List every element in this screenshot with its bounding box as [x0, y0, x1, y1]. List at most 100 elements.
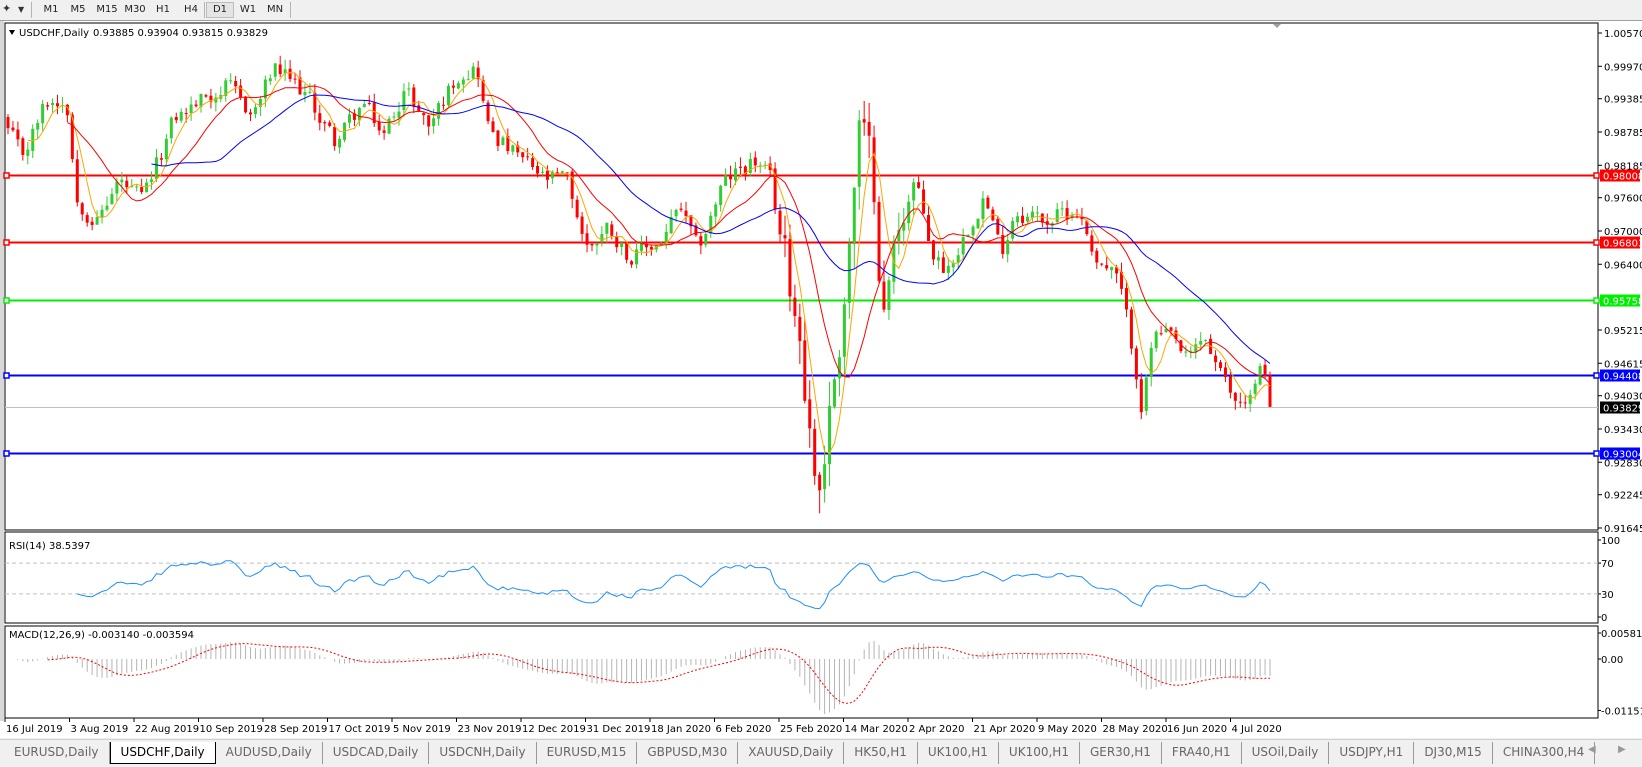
- scroll-right-icon[interactable]: ▶: [1618, 744, 1626, 755]
- candle: [253, 103, 257, 119]
- line-handle[interactable]: [3, 239, 10, 246]
- tab-hk50-h1[interactable]: HK50,H1: [844, 742, 918, 764]
- line-handle[interactable]: [1593, 297, 1600, 304]
- tab-gbpusd-m30[interactable]: GBPUSD,M30: [637, 742, 739, 764]
- candle: [971, 224, 975, 243]
- collapse-arrow-icon[interactable]: [9, 30, 15, 35]
- candle: [189, 96, 193, 121]
- line-price-label: 0.95758: [1603, 297, 1642, 308]
- line-price-label: 0.93004: [1603, 450, 1642, 461]
- candle: [55, 94, 59, 115]
- candle: [199, 93, 203, 113]
- price-axis-label: 0.99970: [1604, 62, 1642, 73]
- candle: [506, 128, 510, 155]
- timeframe-h4[interactable]: H4: [184, 4, 198, 15]
- candle: [575, 195, 579, 220]
- date-axis-label: 22 Aug 2019: [135, 724, 199, 735]
- chart-shift-marker-icon[interactable]: [1273, 24, 1281, 28]
- candle: [753, 151, 757, 173]
- line-handle[interactable]: [3, 297, 10, 304]
- candle: [90, 217, 94, 231]
- candle: [719, 184, 723, 212]
- rsi-panel[interactable]: [4, 531, 1599, 624]
- tab-usoil-daily[interactable]: USOil,Daily: [1242, 742, 1330, 764]
- timeframe-m30[interactable]: M30: [124, 4, 146, 15]
- price-axis-label: 0.94030: [1604, 392, 1642, 403]
- timeframe-h1[interactable]: H1: [156, 4, 170, 15]
- macd-axis-label: 0.005818: [1601, 629, 1642, 640]
- line-handle[interactable]: [1593, 450, 1600, 457]
- main-price-panel[interactable]: [4, 22, 1599, 531]
- timeframe-mn[interactable]: MN: [266, 4, 284, 15]
- ma-slow-line: [151, 94, 1271, 364]
- candle: [1263, 359, 1267, 379]
- tab-audusd-daily[interactable]: AUDUSD,Daily: [216, 742, 323, 764]
- candle: [11, 121, 15, 132]
- timeframe-w1[interactable]: W1: [239, 4, 257, 15]
- candle: [303, 84, 307, 103]
- candle: [1060, 201, 1064, 217]
- tab-eurusd-daily[interactable]: EURUSD,Daily: [4, 742, 110, 764]
- tab-eurusd-m15[interactable]: EURUSD,M15: [537, 742, 638, 764]
- candle: [125, 175, 129, 194]
- date-axis-label: 9 May 2020: [1038, 724, 1097, 735]
- timeframe-m15[interactable]: M15: [96, 4, 118, 15]
- line-handle[interactable]: [1593, 372, 1600, 379]
- line-price-tag: [1600, 236, 1640, 249]
- rsi-axis-label: 70: [1601, 559, 1614, 570]
- tab-uk100-h1[interactable]: UK100,H1: [999, 742, 1080, 764]
- price-axis-label: 0.96400: [1604, 260, 1642, 271]
- candle: [164, 134, 168, 166]
- chart-canvas[interactable]: 0.98008 0.96803 0.95758 0.94408 0.93004 0.938…: [0, 21, 1642, 738]
- candle: [377, 114, 381, 136]
- tab-uk100-h1[interactable]: UK100,H1: [918, 742, 999, 764]
- macd-panel[interactable]: [4, 625, 1599, 719]
- tab-usdcnh-daily[interactable]: USDCNH,Daily: [429, 742, 537, 764]
- candle: [738, 157, 742, 177]
- line-handle[interactable]: [1593, 172, 1600, 179]
- candle: [6, 114, 10, 135]
- timeframe-d1[interactable]: D1: [206, 2, 234, 18]
- line-handle[interactable]: [3, 172, 10, 179]
- tab-china300-h4[interactable]: CHINA300,H4: [1493, 742, 1596, 764]
- candle: [862, 100, 866, 136]
- candle: [1001, 226, 1005, 259]
- candle: [476, 60, 480, 88]
- candle: [590, 243, 594, 252]
- scroll-left-icon[interactable]: ◀: [1588, 744, 1596, 755]
- tab-xauusd-daily[interactable]: XAUUSD,Daily: [738, 742, 845, 764]
- candle: [26, 141, 30, 165]
- tab-ger30-h1[interactable]: GER30,H1: [1080, 742, 1162, 764]
- timeframe-m1[interactable]: M1: [43, 4, 59, 15]
- candle: [244, 96, 248, 114]
- tab-usdchf-daily[interactable]: USDCHF,Daily: [109, 742, 216, 764]
- date-axis-label: 3 Aug 2019: [71, 724, 129, 735]
- tab-usdjpy-h1[interactable]: USDJPY,H1: [1329, 742, 1415, 764]
- price-axis-label: 1.00570: [1604, 29, 1642, 40]
- date-axis-label: 10 Sep 2019: [200, 724, 263, 735]
- timeframe-m5[interactable]: M5: [70, 4, 86, 15]
- chart-window[interactable]: 0.98008 0.96803 0.95758 0.94408 0.93004 0.938…: [0, 21, 1642, 738]
- candle: [1030, 205, 1034, 222]
- candle: [842, 297, 846, 376]
- tab-fra40-h1[interactable]: FRA40,H1: [1162, 742, 1242, 764]
- candle: [803, 319, 807, 404]
- drawing-tools-icon[interactable]: ✦: [2, 2, 12, 15]
- candle: [174, 112, 178, 124]
- candle: [491, 117, 495, 133]
- dropdown-arrow-icon[interactable]: ▼: [18, 5, 25, 14]
- rsi-axis-label: 100: [1601, 536, 1620, 547]
- candle: [946, 257, 950, 280]
- candle: [70, 112, 74, 163]
- candle: [179, 108, 183, 124]
- candle: [996, 216, 1000, 236]
- line-handle[interactable]: [3, 450, 10, 457]
- tab-usdcad-daily[interactable]: USDCAD,Daily: [323, 742, 430, 764]
- toolbar-separator: [204, 2, 205, 18]
- line-handle[interactable]: [3, 372, 10, 379]
- tab-dj30-m15[interactable]: DJ30,M15: [1414, 742, 1493, 764]
- line-handle[interactable]: [1593, 239, 1600, 246]
- candle: [679, 202, 683, 213]
- candle: [748, 152, 752, 177]
- candle: [828, 381, 832, 487]
